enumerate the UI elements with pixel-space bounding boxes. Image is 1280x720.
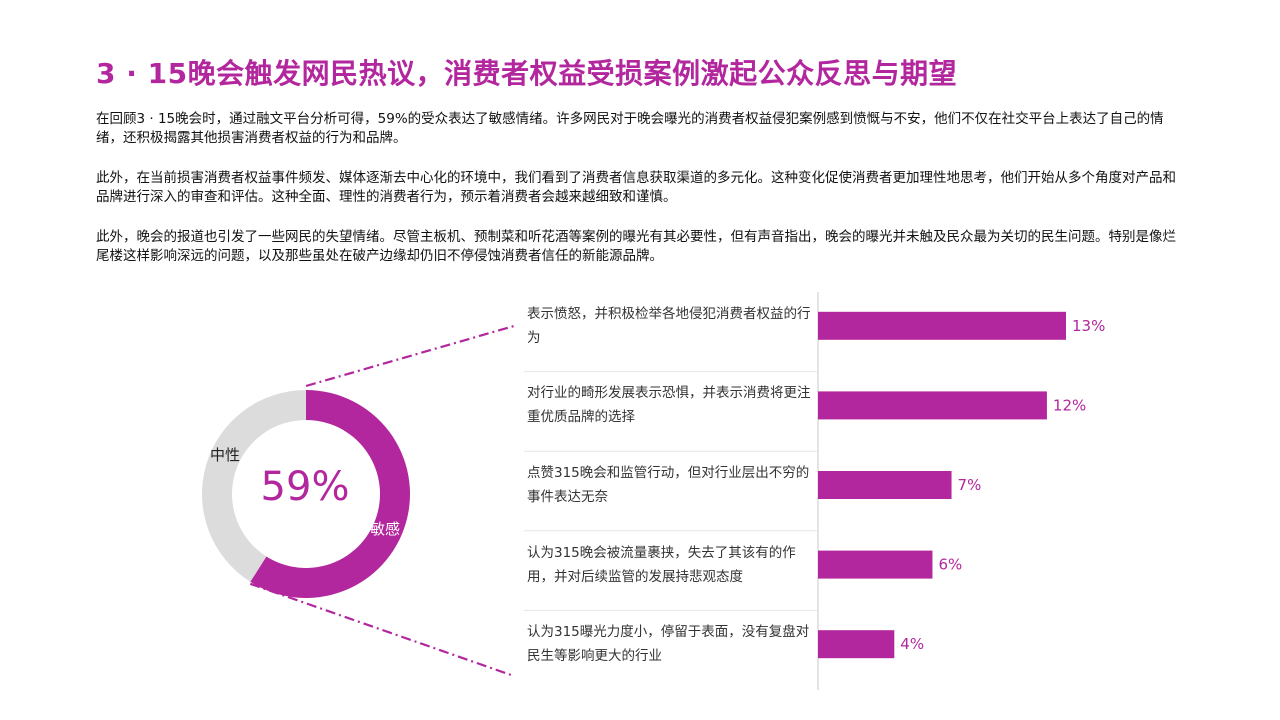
paragraph-1: 在回顾3 · 15晚会时，通过融文平台分析可得，59%的受众表达了敏感情绪。许多…: [96, 111, 1164, 146]
bar-4: [818, 550, 933, 579]
bar-1: [818, 311, 1066, 340]
bar-category-label-2: 对行业的畸形发展表示恐惧，并表示消费将更注重优质品牌的选择: [527, 385, 811, 426]
paragraph-2: 此外，在当前损害消费者权益事件频发、媒体逐渐去中心化的环境中，我们看到了消费者信…: [96, 170, 1176, 205]
bar-5: [818, 630, 895, 659]
bar-3: [818, 471, 952, 499]
donut-label-sensitive: 敏感: [370, 520, 401, 538]
donut-slice-neutral: [201, 390, 306, 582]
bar-value-label-5: 4%: [900, 635, 924, 653]
leader-line-bottom: [249, 582, 515, 678]
bar-2: [818, 391, 1047, 420]
bar-category-label-4: 认为315晚会被流量裹挟，失去了其该有的作用，并对后续监管的发展持悲观态度: [527, 544, 796, 585]
donut-label-neutral: 中性: [210, 446, 241, 464]
bar-category-label-5: 认为315曝光力度小，停留于表面，没有复盘对民生等影响更大的行业: [527, 624, 810, 665]
bar-value-label-4: 6%: [938, 556, 962, 574]
bar-value-label-1: 13%: [1072, 317, 1105, 335]
paragraph-3: 此外，晚会的报道也引发了一些网民的失望情绪。尽管主板机、预制菜和听花酒等案例的曝…: [96, 229, 1176, 264]
bar-value-label-2: 12%: [1053, 396, 1086, 414]
bar-category-label-1: 表示愤怒，并积极检举各地侵犯消费者权益的行为: [527, 305, 811, 346]
bar-value-label-3: 7%: [958, 476, 982, 494]
donut-slice-sensitive: [250, 390, 410, 598]
donut-center-value: 59%: [260, 464, 350, 510]
bar-category-label-3: 点赞315晚会和监管行动，但对行业层出不穷的事件表达无奈: [527, 465, 810, 505]
page-title: 3 · 15晚会触发网民热议，消费者权益受损案例激起公众反思与期望: [96, 57, 958, 90]
leader-line-top: [305, 324, 515, 388]
